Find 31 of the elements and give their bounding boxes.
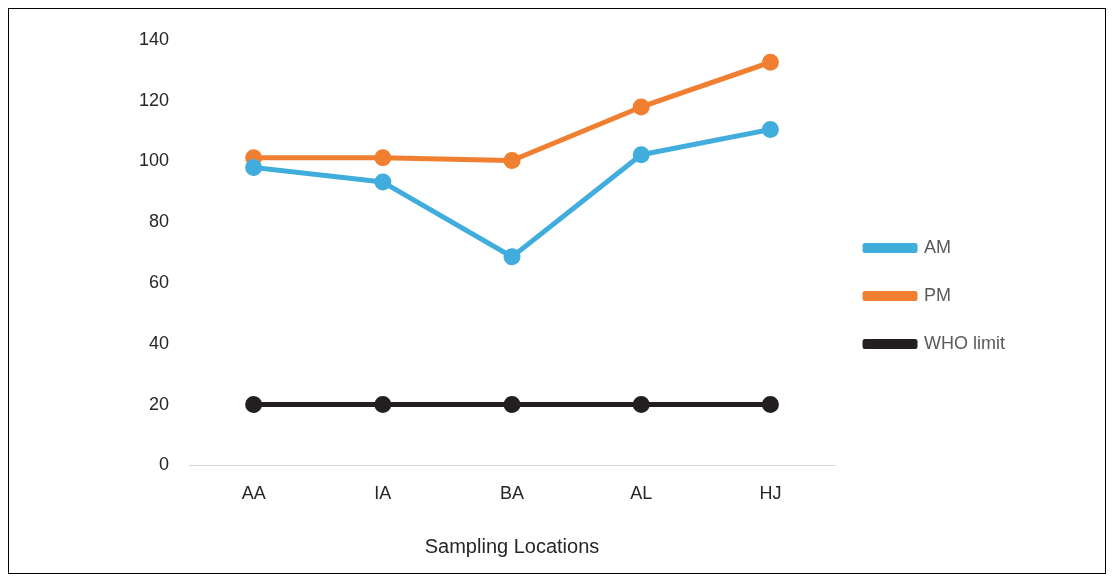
y-tick-label: 100: [138, 150, 170, 171]
x-tick-label: HJ: [759, 483, 782, 504]
x-tick-label: AL: [630, 483, 653, 504]
point: [245, 396, 263, 414]
point: [503, 248, 521, 266]
point: [632, 146, 650, 164]
legend-label: AM: [924, 236, 952, 257]
x-tick-label: BA: [500, 483, 525, 504]
y-tick-label: 0: [159, 454, 170, 475]
point: [245, 158, 263, 176]
point: [374, 173, 392, 191]
y-tick-label: 40: [149, 332, 170, 353]
x-tick-label: IA: [374, 483, 392, 504]
point: [503, 151, 521, 169]
point: [761, 53, 779, 71]
point: [503, 396, 521, 414]
legend-label: PM: [924, 284, 952, 305]
point: [761, 396, 779, 414]
y-tick-label: 60: [149, 271, 170, 292]
point: [632, 98, 650, 116]
point: [761, 120, 779, 138]
x-axis-title: Sampling Locations: [424, 534, 600, 557]
point: [374, 149, 392, 167]
legend-label: WHO limit: [924, 332, 1005, 353]
y-tick-label: 120: [138, 89, 170, 110]
point: [374, 396, 392, 414]
point: [632, 396, 650, 414]
y-tick-label: 20: [149, 393, 170, 414]
x-tick-label: AA: [241, 483, 266, 504]
y-tick-label: 140: [138, 28, 170, 49]
y-tick-label: 80: [149, 211, 170, 232]
